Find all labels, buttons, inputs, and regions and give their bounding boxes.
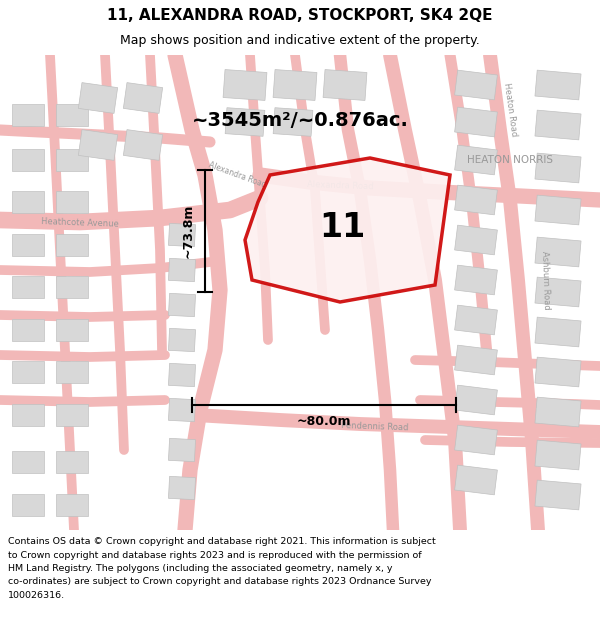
Bar bbox=[79, 82, 118, 113]
Bar bbox=[56, 234, 88, 256]
Bar bbox=[535, 70, 581, 100]
Text: ~80.0m: ~80.0m bbox=[297, 415, 351, 428]
Text: HEATON NORRIS: HEATON NORRIS bbox=[467, 155, 553, 165]
Text: 11, ALEXANDRA ROAD, STOCKPORT, SK4 2QE: 11, ALEXANDRA ROAD, STOCKPORT, SK4 2QE bbox=[107, 8, 493, 23]
Bar bbox=[56, 361, 88, 383]
Text: ~3545m²/~0.876ac.: ~3545m²/~0.876ac. bbox=[191, 111, 409, 130]
Bar bbox=[124, 129, 163, 161]
Bar bbox=[12, 319, 44, 341]
Bar bbox=[455, 70, 497, 100]
Text: Heaton Road: Heaton Road bbox=[502, 82, 518, 138]
Text: 100026316.: 100026316. bbox=[8, 591, 65, 600]
Polygon shape bbox=[245, 158, 450, 302]
Bar bbox=[455, 465, 497, 495]
Bar bbox=[12, 276, 44, 298]
Bar bbox=[535, 153, 581, 183]
Bar bbox=[169, 363, 196, 387]
Bar bbox=[455, 345, 497, 375]
Bar bbox=[455, 185, 497, 215]
Bar bbox=[12, 361, 44, 383]
Bar bbox=[56, 104, 88, 126]
Bar bbox=[535, 357, 581, 387]
Bar bbox=[455, 145, 497, 175]
Bar bbox=[455, 107, 497, 137]
Bar bbox=[455, 305, 497, 335]
Bar bbox=[535, 195, 581, 225]
Bar bbox=[455, 425, 497, 455]
Bar bbox=[56, 404, 88, 426]
Bar bbox=[56, 494, 88, 516]
Bar bbox=[535, 317, 581, 347]
Bar bbox=[169, 293, 196, 317]
Bar bbox=[56, 319, 88, 341]
Text: Alexandra Road: Alexandra Road bbox=[207, 161, 267, 189]
Bar bbox=[455, 225, 497, 255]
Bar bbox=[124, 82, 163, 113]
Bar bbox=[169, 223, 196, 247]
Bar bbox=[169, 398, 196, 422]
Bar bbox=[12, 149, 44, 171]
Bar bbox=[273, 107, 313, 136]
Bar bbox=[56, 149, 88, 171]
Bar bbox=[455, 265, 497, 295]
Text: Contains OS data © Crown copyright and database right 2021. This information is : Contains OS data © Crown copyright and d… bbox=[8, 537, 436, 546]
Bar bbox=[223, 69, 267, 101]
Bar bbox=[535, 277, 581, 307]
Bar bbox=[12, 494, 44, 516]
Bar bbox=[12, 234, 44, 256]
Bar bbox=[169, 438, 196, 462]
Bar bbox=[12, 191, 44, 213]
Bar bbox=[535, 480, 581, 510]
Text: Alexandra Road: Alexandra Road bbox=[307, 181, 373, 192]
Bar bbox=[56, 276, 88, 298]
Bar bbox=[535, 237, 581, 267]
Text: Pendennis Road: Pendennis Road bbox=[341, 421, 409, 432]
Text: to Crown copyright and database rights 2023 and is reproduced with the permissio: to Crown copyright and database rights 2… bbox=[8, 551, 422, 559]
Bar bbox=[535, 397, 581, 427]
Bar bbox=[455, 385, 497, 415]
Bar bbox=[169, 476, 196, 499]
Bar bbox=[535, 110, 581, 140]
Bar bbox=[169, 328, 196, 352]
Text: co-ordinates) are subject to Crown copyright and database rights 2023 Ordnance S: co-ordinates) are subject to Crown copyr… bbox=[8, 578, 431, 586]
Text: Ashburn Road: Ashburn Road bbox=[541, 251, 551, 309]
Text: 11: 11 bbox=[319, 211, 365, 244]
Bar bbox=[535, 440, 581, 470]
Bar bbox=[169, 258, 196, 282]
Bar bbox=[79, 129, 118, 161]
Bar bbox=[12, 451, 44, 473]
Text: ~73.8m: ~73.8m bbox=[182, 204, 195, 258]
Bar bbox=[273, 69, 317, 101]
Bar bbox=[12, 104, 44, 126]
Text: Heathcote Avenue: Heathcote Avenue bbox=[41, 217, 119, 229]
Bar bbox=[56, 191, 88, 213]
Bar bbox=[12, 404, 44, 426]
Bar bbox=[225, 107, 265, 136]
Bar bbox=[323, 69, 367, 101]
Bar bbox=[56, 451, 88, 473]
Text: HM Land Registry. The polygons (including the associated geometry, namely x, y: HM Land Registry. The polygons (includin… bbox=[8, 564, 392, 573]
Text: Map shows position and indicative extent of the property.: Map shows position and indicative extent… bbox=[120, 34, 480, 47]
